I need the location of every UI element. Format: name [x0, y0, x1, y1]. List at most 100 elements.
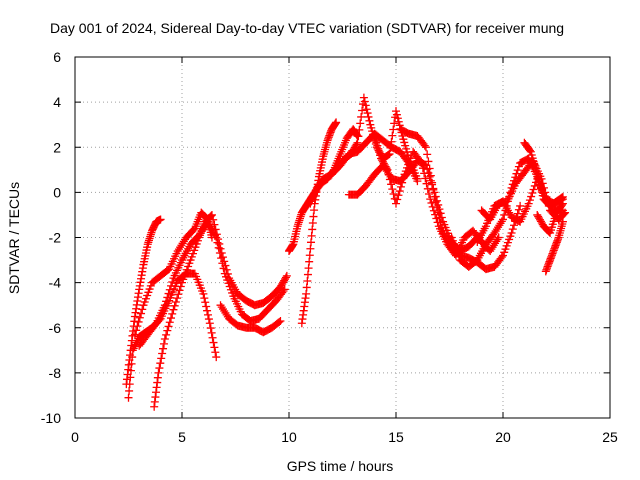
data-point	[416, 157, 425, 166]
data-point	[384, 170, 393, 179]
data-point	[168, 309, 177, 318]
data-point	[392, 107, 400, 116]
data-point	[204, 315, 213, 324]
data-point	[386, 143, 395, 152]
data-point	[427, 199, 436, 208]
data-point	[159, 344, 168, 353]
data-point	[217, 254, 226, 263]
data-point	[170, 301, 179, 310]
data-point	[516, 201, 525, 210]
data-point	[558, 217, 567, 226]
data-point	[276, 316, 285, 325]
y-tick-label: -10	[41, 410, 61, 426]
data-point	[282, 271, 291, 280]
data-point	[430, 192, 439, 201]
data-point	[420, 169, 429, 178]
y-axis-label: SDTVAR / TECUs	[6, 182, 22, 294]
data-point	[360, 97, 369, 106]
data-point	[135, 313, 144, 322]
data-point	[394, 191, 403, 200]
data-point	[508, 225, 517, 234]
data-point	[388, 131, 397, 140]
data-point	[151, 320, 160, 329]
data-point	[165, 318, 174, 327]
data-point	[214, 243, 223, 252]
data-point	[537, 188, 546, 197]
data-point	[514, 162, 523, 171]
data-point	[437, 223, 446, 232]
data-point	[156, 359, 165, 368]
data-point	[171, 297, 180, 306]
data-point	[209, 338, 218, 347]
data-point	[355, 125, 364, 134]
data-point	[200, 294, 209, 303]
data-point	[395, 187, 404, 196]
data-point	[281, 273, 290, 282]
data-point	[203, 310, 212, 319]
x-tick-label: 25	[602, 429, 618, 445]
y-tick-label: 6	[53, 49, 61, 65]
y-tick-label: 4	[53, 94, 61, 110]
data-point	[560, 209, 569, 218]
data-point	[424, 157, 433, 166]
data-point	[529, 185, 538, 194]
x-tick-label: 20	[495, 429, 511, 445]
data-point	[558, 199, 567, 208]
data-point	[125, 386, 134, 395]
data-point	[417, 159, 426, 168]
data-point	[162, 330, 171, 339]
data-point	[206, 324, 215, 333]
data-point	[356, 119, 365, 128]
series-s6	[216, 301, 285, 337]
data-point	[423, 150, 432, 159]
data-point	[535, 180, 544, 189]
data-point	[425, 164, 434, 173]
data-point	[218, 259, 227, 268]
data-point	[130, 330, 139, 339]
y-tick-label: -2	[49, 230, 62, 246]
data-point	[561, 208, 570, 217]
y-tick-label: 0	[53, 184, 61, 200]
data-point	[354, 132, 363, 141]
data-point	[493, 235, 502, 244]
data-point	[530, 181, 539, 190]
data-point	[533, 170, 542, 179]
data-point	[421, 143, 430, 152]
data-point	[163, 293, 172, 302]
data-point	[332, 118, 341, 127]
data-point	[432, 203, 441, 212]
data-point	[426, 171, 435, 180]
y-tick-label: -8	[49, 365, 62, 381]
data-point	[392, 199, 400, 208]
data-point	[207, 328, 216, 337]
data-point	[545, 228, 554, 237]
data-point	[357, 112, 366, 121]
data-point	[394, 117, 403, 126]
x-tick-label: 0	[71, 429, 79, 445]
data-point	[387, 137, 396, 146]
data-point	[534, 173, 543, 182]
data-point	[126, 366, 135, 375]
data-point	[126, 373, 135, 382]
data-point	[168, 277, 177, 286]
data-point	[389, 125, 398, 134]
data-point	[510, 221, 519, 230]
data-point	[513, 166, 522, 175]
data-point	[418, 164, 427, 173]
data-point	[157, 354, 166, 363]
data-point	[280, 285, 289, 294]
series-s7	[297, 118, 341, 328]
data-point	[199, 289, 208, 298]
data-point	[128, 346, 137, 355]
data-point	[160, 335, 169, 344]
data-point	[210, 343, 219, 352]
data-point	[159, 339, 168, 348]
data-point	[137, 309, 146, 318]
data-point	[392, 110, 401, 119]
data-point	[507, 228, 516, 237]
series-s17	[520, 138, 567, 210]
data-point	[358, 106, 367, 115]
data-point	[436, 218, 445, 227]
data-point	[211, 348, 220, 357]
data-point	[202, 302, 211, 311]
